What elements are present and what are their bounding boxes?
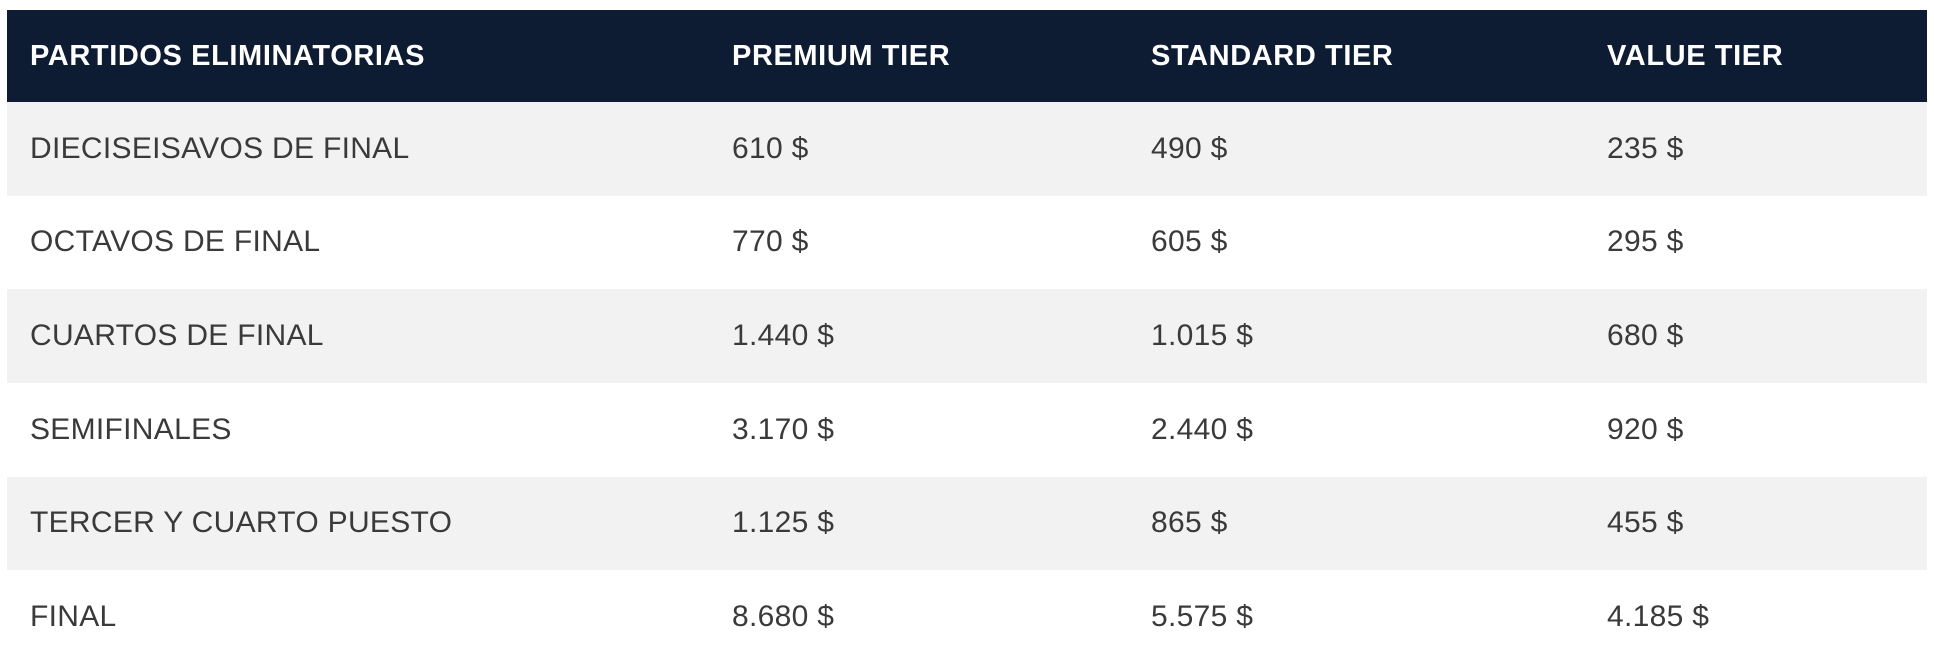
premium-price: 8.680 $ bbox=[732, 600, 835, 634]
premium-price: 1.440 $ bbox=[732, 319, 835, 353]
value-price: 920 $ bbox=[1607, 412, 1684, 446]
standard-price: 5.575 $ bbox=[1151, 600, 1254, 634]
table-row-final: FINAL 8.680 $ 5.575 $ 4.185 $ bbox=[7, 570, 1927, 664]
column-header-partidos: PARTIDOS ELIMINATORIAS bbox=[30, 39, 426, 72]
match-label: TERCER Y CUARTO PUESTO bbox=[30, 506, 453, 540]
table-row-dieciseisavos: DIECISEISAVOS DE FINAL 610 $ 490 $ 235 $ bbox=[7, 102, 1927, 196]
table-row-cuartos: CUARTOS DE FINAL 1.440 $ 1.015 $ 680 $ bbox=[7, 289, 1927, 383]
standard-price: 865 $ bbox=[1151, 506, 1228, 540]
match-label: CUARTOS DE FINAL bbox=[30, 319, 324, 353]
premium-price: 3.170 $ bbox=[732, 412, 835, 446]
value-price: 455 $ bbox=[1607, 506, 1684, 540]
table-row-octavos: OCTAVOS DE FINAL 770 $ 605 $ 295 $ bbox=[7, 195, 1927, 290]
match-label: SEMIFINALES bbox=[30, 412, 232, 446]
column-header-standard-tier: STANDARD TIER bbox=[1151, 39, 1394, 72]
table-header-row: PARTIDOS ELIMINATORIAS PREMIUM TIER STAN… bbox=[7, 10, 1927, 102]
standard-price: 1.015 $ bbox=[1151, 319, 1254, 353]
value-price: 295 $ bbox=[1607, 225, 1684, 259]
column-header-value-tier: VALUE TIER bbox=[1607, 39, 1784, 72]
standard-price: 490 $ bbox=[1151, 131, 1228, 165]
column-header-premium-tier: PREMIUM TIER bbox=[732, 39, 951, 72]
match-label: FINAL bbox=[30, 600, 117, 634]
match-label: OCTAVOS DE FINAL bbox=[30, 225, 321, 259]
premium-price: 610 $ bbox=[732, 131, 809, 165]
table-row-semifinales: SEMIFINALES 3.170 $ 2.440 $ 920 $ bbox=[7, 382, 1927, 477]
value-price: 4.185 $ bbox=[1607, 600, 1710, 634]
premium-price: 770 $ bbox=[732, 225, 809, 259]
match-label: DIECISEISAVOS DE FINAL bbox=[30, 131, 410, 165]
table-row-tercer-cuarto: TERCER Y CUARTO PUESTO 1.125 $ 865 $ 455… bbox=[7, 476, 1927, 571]
value-price: 235 $ bbox=[1607, 131, 1684, 165]
value-price: 680 $ bbox=[1607, 319, 1684, 353]
standard-price: 2.440 $ bbox=[1151, 412, 1254, 446]
knockout-match-pricing-table: PARTIDOS ELIMINATORIAS PREMIUM TIER STAN… bbox=[7, 10, 1927, 664]
premium-price: 1.125 $ bbox=[732, 506, 835, 540]
standard-price: 605 $ bbox=[1151, 225, 1228, 259]
